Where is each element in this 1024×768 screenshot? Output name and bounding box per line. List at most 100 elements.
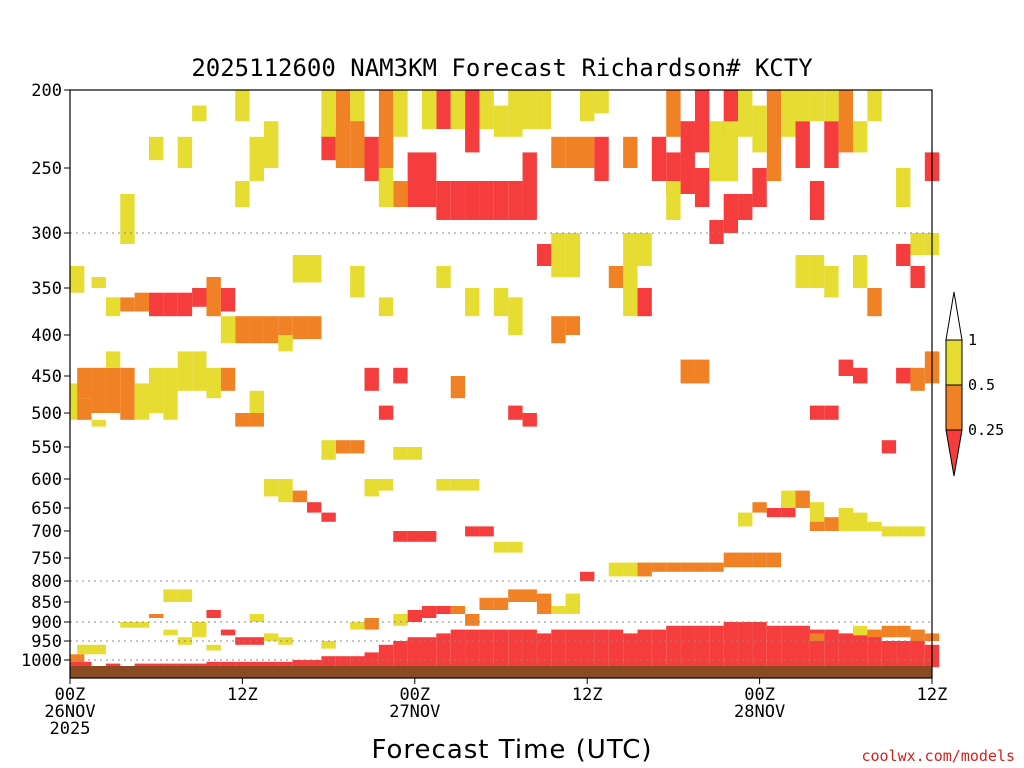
heatmap-cell xyxy=(163,663,178,668)
heatmap-cell xyxy=(623,562,638,577)
heatmap-cell xyxy=(766,552,782,568)
heatmap-cell xyxy=(91,367,106,413)
heatmap-cell xyxy=(220,629,236,636)
x-tick-label: 00Z xyxy=(399,685,430,705)
colorbar-orange xyxy=(945,384,963,431)
heatmap-cell xyxy=(163,367,178,420)
heatmap-cell xyxy=(508,629,523,668)
heatmap-cell xyxy=(881,625,897,638)
y-tick-label: 300 xyxy=(31,224,62,244)
heatmap-cell xyxy=(809,405,825,420)
heatmap-cell xyxy=(163,292,178,317)
heatmap-cell xyxy=(249,661,264,668)
heatmap-cell xyxy=(235,413,250,427)
heatmap-cell xyxy=(522,413,537,427)
chart-title: 2025112600 NAM3KM Forecast Richardson# K… xyxy=(191,54,813,82)
heatmap-cell xyxy=(666,90,681,137)
heatmap-cell xyxy=(709,562,724,572)
colorbar-below-025 xyxy=(945,429,963,477)
heatmap-cell xyxy=(824,629,839,668)
heatmap-cell xyxy=(149,292,164,317)
y-tick-label: 1000 xyxy=(21,651,62,671)
heatmap-cell xyxy=(508,90,523,137)
heatmap-cell xyxy=(177,292,193,317)
heatmap-cell xyxy=(852,121,868,153)
heatmap-cell xyxy=(896,526,911,537)
x-tick-label: 28NOV xyxy=(734,702,785,722)
colorbar-yellow xyxy=(945,339,963,386)
heatmap-cell xyxy=(77,661,92,668)
heatmap-cell xyxy=(896,168,911,207)
heatmap-cell xyxy=(436,479,451,491)
heatmap-cell xyxy=(852,633,868,668)
y-tick-label: 400 xyxy=(31,326,62,346)
heatmap-cell xyxy=(896,641,911,668)
heatmap-cell xyxy=(910,641,925,668)
heatmap-cell xyxy=(292,660,308,668)
heatmap-cell xyxy=(867,288,882,317)
heatmap-cell xyxy=(163,589,178,602)
heatmap-cell xyxy=(580,136,595,168)
heatmap-cell xyxy=(378,644,394,668)
heatmap-cells xyxy=(70,90,940,668)
heatmap-cell xyxy=(436,633,451,668)
heatmap-cell xyxy=(551,233,566,277)
heatmap-cell xyxy=(192,663,207,668)
y-tick-label: 950 xyxy=(31,632,62,652)
heatmap-cell xyxy=(824,266,839,298)
heatmap-cell xyxy=(378,479,394,491)
heatmap-cell xyxy=(292,490,308,503)
heatmap-cell xyxy=(594,136,609,181)
heatmap-cell xyxy=(235,181,250,207)
heatmap-cell xyxy=(867,521,882,531)
x-tick-label: 27NOV xyxy=(389,702,440,722)
heatmap-cell xyxy=(565,593,581,614)
heatmap-cell xyxy=(364,479,379,497)
heatmap-cell xyxy=(378,90,394,168)
heatmap-cell xyxy=(723,194,739,233)
heatmap-cell xyxy=(105,367,121,413)
heatmap-cell xyxy=(766,90,782,181)
x-tick-label: 26NOV xyxy=(44,702,95,722)
heatmap-cell xyxy=(163,629,178,636)
heatmap-cell xyxy=(910,526,925,537)
x-tick-label: 12Z xyxy=(227,685,258,705)
heatmap-cell xyxy=(220,661,236,668)
heatmap-cell xyxy=(278,479,293,503)
heatmap-cell xyxy=(350,440,365,454)
y-tick-label: 600 xyxy=(31,470,62,490)
heatmap-cell xyxy=(694,90,710,153)
heatmap-cell xyxy=(608,266,624,288)
heatmap-cell xyxy=(608,562,624,577)
heatmap-cell xyxy=(493,541,509,553)
heatmap-cell xyxy=(479,597,494,610)
heatmap-cell xyxy=(393,181,408,207)
heatmap-cell xyxy=(666,181,681,220)
heatmap-cell xyxy=(479,90,494,129)
heatmap-cell xyxy=(680,625,695,668)
heatmap-cell xyxy=(551,316,566,344)
heatmap-cell xyxy=(321,641,336,649)
ground-strip xyxy=(70,666,932,678)
heatmap-cell xyxy=(177,136,193,168)
y-axis: 200 250 300 350 400 450 500 550 600 650 700 750 8008… xyxy=(21,81,70,671)
heatmap-cell xyxy=(551,606,566,614)
heatmap-cell xyxy=(551,136,566,168)
heatmap-cell xyxy=(321,90,336,137)
heatmap-cell xyxy=(508,541,523,553)
heatmap-cell xyxy=(350,90,365,122)
heatmap-cell xyxy=(838,90,853,153)
x-axis-label: Forecast Time (UTC) xyxy=(371,735,652,765)
heatmap-cell xyxy=(623,233,638,317)
y-tick-label: 450 xyxy=(31,367,62,387)
heatmap-cell xyxy=(852,512,868,531)
heatmap-cell xyxy=(910,629,925,641)
heatmap-cell xyxy=(335,90,351,168)
heatmap-cell xyxy=(781,490,796,508)
heatmap-cell xyxy=(680,121,695,194)
heatmap-cell xyxy=(77,367,92,399)
heatmap-cell xyxy=(594,629,609,668)
heatmap-cell xyxy=(508,405,523,420)
heatmap-cell xyxy=(479,629,494,668)
heatmap-cell xyxy=(120,367,135,420)
